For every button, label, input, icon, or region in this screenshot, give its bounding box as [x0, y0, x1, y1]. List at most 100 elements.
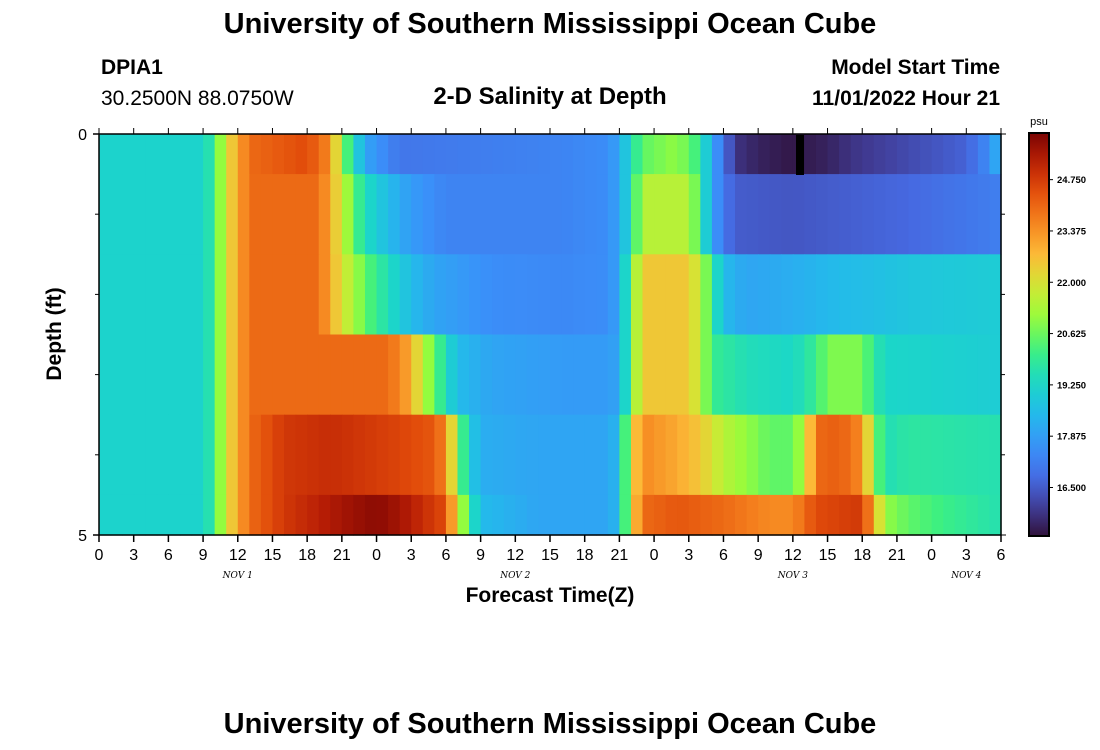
- heatmap-cell: [746, 174, 759, 255]
- colorbar-unit: psu: [1030, 116, 1048, 128]
- heatmap-cell: [769, 254, 782, 336]
- heatmap-cell: [573, 334, 586, 416]
- heatmap-cell: [839, 494, 852, 536]
- heatmap-cell: [584, 494, 597, 536]
- heatmap-cell: [896, 414, 910, 496]
- heatmap-cell: [318, 174, 331, 255]
- heatmap-cell: [260, 254, 274, 336]
- heatmap-cell: [191, 174, 204, 255]
- heatmap-cell: [977, 254, 991, 336]
- heatmap-cell: [226, 334, 239, 416]
- heatmap-cell: [295, 334, 308, 416]
- heatmap-cell: [920, 254, 933, 336]
- heatmap-cell: [550, 334, 563, 416]
- heatmap-layer-1: [99, 174, 1002, 255]
- heatmap-cell: [260, 174, 274, 255]
- heatmap-cell: [758, 494, 771, 536]
- heatmap-cell: [168, 494, 181, 536]
- heatmap-cell: [145, 254, 158, 336]
- heatmap-cell: [665, 134, 678, 175]
- heatmap-cell: [133, 334, 146, 416]
- heatmap-cell: [862, 134, 875, 175]
- heatmap-cell: [781, 494, 794, 536]
- heatmap-cell: [642, 134, 655, 175]
- heatmap-cell: [607, 334, 620, 416]
- heatmap-cell: [989, 174, 1002, 255]
- heatmap-cell: [920, 134, 933, 175]
- heatmap-cell: [330, 254, 343, 336]
- heatmap-layer-2: [99, 254, 1002, 336]
- heatmap-cell: [203, 414, 216, 496]
- heatmap-cell: [110, 334, 123, 416]
- heatmap-cell: [584, 254, 597, 336]
- x-tick-label: 12: [229, 547, 247, 564]
- heatmap-cell: [538, 174, 551, 255]
- date-label: NOV 1: [222, 571, 253, 581]
- heatmap-cell: [457, 494, 470, 536]
- x-axis: 0 3 6 9 12 15 18 21 0 3 6 9 12 15 18 21 0 3 6 9 12 15 18 21 0 3 6: [95, 128, 1006, 564]
- heatmap-cell: [908, 254, 921, 336]
- heatmap-cell: [203, 494, 216, 536]
- heatmap-cell: [272, 494, 285, 536]
- heatmap-cell: [908, 174, 921, 255]
- heatmap-cell: [781, 174, 794, 255]
- heatmap-cell: [179, 174, 193, 255]
- heatmap-cell: [862, 254, 875, 336]
- heatmap-cell: [630, 134, 644, 175]
- heatmap-cell: [226, 174, 239, 255]
- heatmap-cell: [943, 254, 956, 336]
- heatmap-cell: [815, 494, 829, 536]
- heatmap-cell: [272, 334, 285, 416]
- heatmap-cell: [781, 254, 794, 336]
- heatmap-cell: [989, 414, 1002, 496]
- heatmap-cell: [422, 174, 435, 255]
- heatmap-cell: [538, 134, 551, 175]
- heatmap-cell: [769, 134, 782, 175]
- heatmap-cell: [492, 334, 505, 416]
- heatmap-cell: [110, 494, 123, 536]
- heatmap-cell: [469, 334, 482, 416]
- heatmap-cell: [226, 134, 239, 175]
- heatmap-layer-4: [99, 414, 1002, 496]
- heatmap-cell: [411, 414, 424, 496]
- heatmap-cell: [688, 494, 701, 536]
- heatmap-cell: [526, 254, 540, 336]
- heatmap-cell: [596, 254, 609, 336]
- heatmap-cell: [654, 494, 667, 536]
- heatmap-layer-0: [99, 134, 1002, 175]
- heatmap-cell: [723, 414, 736, 496]
- heatmap-cell: [526, 334, 540, 416]
- heatmap-cell: [330, 494, 343, 536]
- heatmap-cell: [943, 174, 956, 255]
- heatmap-cell: [284, 174, 297, 255]
- heatmap-cell: [781, 414, 794, 496]
- heatmap-cell: [596, 334, 609, 416]
- heatmap-cell: [168, 254, 181, 336]
- heatmap-cell: [607, 494, 620, 536]
- page-title: University of Southern Mississippi Ocean…: [223, 8, 877, 40]
- heatmap-cell: [260, 494, 274, 536]
- heatmap-cell: [977, 414, 991, 496]
- heatmap-cell: [908, 494, 921, 536]
- heatmap-cell: [989, 494, 1002, 536]
- heatmap-cell: [746, 334, 759, 416]
- heatmap-cell: [191, 254, 204, 336]
- heatmap-cell: [399, 334, 412, 416]
- heatmap-cell: [839, 414, 852, 496]
- heatmap-cell: [307, 334, 320, 416]
- heatmap-cell: [607, 254, 620, 336]
- heatmap-cell: [711, 174, 725, 255]
- heatmap-cell: [422, 134, 435, 175]
- heatmap-cell: [353, 174, 366, 255]
- heatmap-cell: [630, 494, 644, 536]
- x-axis-label: Forecast Time(Z): [465, 584, 635, 607]
- heatmap-cell: [862, 414, 875, 496]
- heatmap-cell: [688, 134, 701, 175]
- x-tick-label: 12: [784, 547, 802, 564]
- station-coordinates: 30.2500N 88.0750W: [101, 87, 294, 110]
- heatmap-cell: [307, 134, 320, 175]
- colorbar-tick-label: 20.625: [1057, 329, 1087, 340]
- heatmap-cell: [920, 414, 933, 496]
- heatmap-cell: [284, 134, 297, 175]
- heatmap-cell: [573, 414, 586, 496]
